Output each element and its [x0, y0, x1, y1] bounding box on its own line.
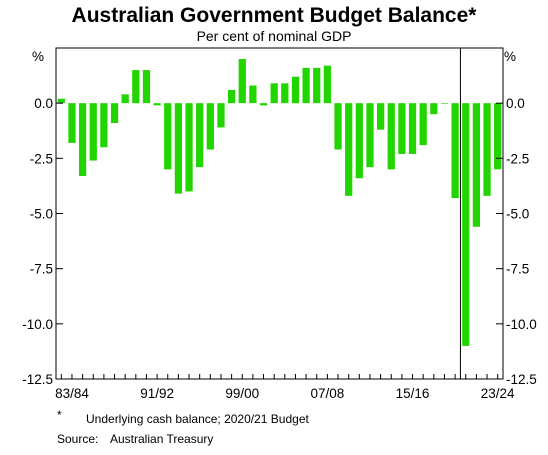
bar-2019-20	[451, 103, 459, 199]
bar-1990-91	[142, 70, 151, 104]
y-tick-label-left: -12.5	[22, 372, 53, 387]
bar-2010-11	[355, 103, 363, 179]
y-tick-label-left: -7.5	[30, 262, 53, 277]
bar-2023-24	[494, 103, 502, 170]
bar-1994-95	[185, 103, 193, 192]
bar-2009-10	[345, 103, 353, 196]
bar-2008-09	[334, 103, 342, 150]
y-tick-label-left: -10.0	[22, 317, 53, 332]
bar-1982-83	[57, 98, 65, 104]
bars-layer	[57, 59, 502, 346]
bar-1998-99	[227, 89, 236, 104]
bar-2002-03	[270, 83, 278, 104]
bar-2006-07	[313, 67, 321, 104]
bar-1988-89	[121, 94, 129, 104]
bar-2022-23	[483, 103, 491, 196]
y-tick-label-right: -5.0	[506, 207, 529, 222]
bar-1983-84	[68, 103, 76, 143]
bar-2012-13	[376, 103, 385, 130]
bar-2015-16	[408, 103, 417, 154]
y-tick-label-right: -12.5	[506, 372, 537, 387]
bar-2017-18	[430, 103, 438, 115]
bar-1991-92	[153, 103, 161, 106]
bar-1996-97	[206, 103, 214, 150]
y-tick-label-right: -2.5	[506, 151, 529, 166]
y-axis-left: 0.0 -2.5 -5.0 -7.5 -10.0 -12.5	[22, 96, 63, 387]
bar-2018-19	[440, 103, 449, 104]
y-tick-label-right: -10.0	[506, 317, 537, 332]
x-tick-label: 07/08	[310, 386, 344, 401]
x-tick-label: 91/92	[140, 386, 174, 401]
x-tick-label: 23/24	[481, 386, 515, 401]
y-tick-label-right: 0.0	[506, 96, 525, 111]
bar-2003-04	[281, 83, 289, 104]
bar-2000-01	[249, 85, 257, 104]
source-label: Source:	[57, 432, 98, 446]
y-unit-label-right: %	[504, 49, 516, 64]
bar-1995-96	[196, 103, 204, 168]
y-tick-label-left: -2.5	[30, 151, 53, 166]
bar-1989-90	[132, 70, 140, 104]
bar-1984-85	[78, 103, 87, 176]
bar-2020-21	[462, 103, 470, 346]
footnote-text: Underlying cash balance; 2020/21 Budget	[86, 412, 309, 426]
bar-2005-06	[302, 67, 310, 104]
x-tick-label: 83/84	[55, 386, 89, 401]
bar-2001-02	[259, 103, 268, 106]
bar-2016-17	[419, 103, 427, 146]
bar-2004-05	[291, 76, 300, 104]
bar-1987-88	[110, 103, 119, 124]
chart-title: Australian Government Budget Balance*	[72, 4, 478, 27]
footnote-marker: *	[57, 408, 62, 422]
y-tick-label-right: -7.5	[506, 262, 529, 277]
y-tick-label-left: -5.0	[30, 207, 53, 222]
bar-1992-93	[164, 103, 172, 170]
bar-2013-14	[387, 103, 395, 170]
bar-2014-15	[398, 103, 406, 154]
source-text: Australian Treasury	[110, 432, 213, 446]
y-tick-label-left: 0.0	[34, 96, 53, 111]
y-unit-label-left: %	[32, 49, 44, 64]
bar-1993-94	[174, 103, 183, 194]
x-tick-label: 15/16	[396, 386, 430, 401]
bar-1999-00	[238, 59, 246, 104]
bar-1997-98	[217, 103, 225, 128]
bar-1985-86	[89, 103, 97, 161]
bar-2007-08	[323, 65, 332, 104]
y-axis-right: 0.0 -2.5 -5.0 -7.5 -10.0 -12.5	[496, 96, 537, 387]
bar-2011-12	[366, 103, 374, 168]
x-tick-label: 99/00	[225, 386, 259, 401]
x-axis: 83/84 91/92 99/00 07/08 15/16 23/24	[55, 374, 515, 401]
bar-1986-87	[100, 103, 108, 148]
bar-2021-22	[472, 103, 481, 227]
chart-subtitle: Per cent of nominal GDP	[197, 28, 352, 44]
